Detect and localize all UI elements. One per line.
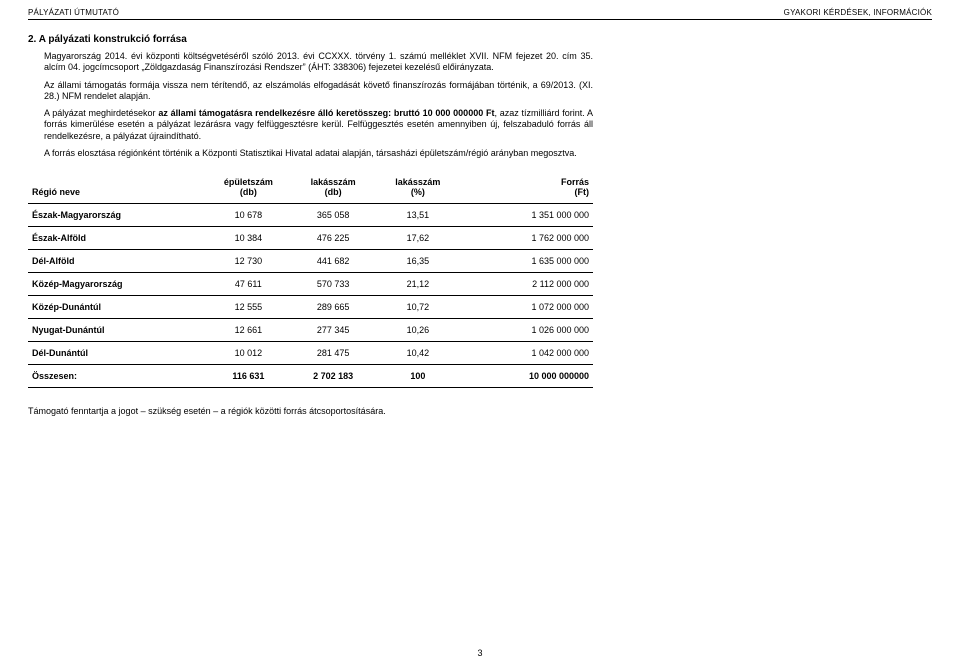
cell-lakas: 281 475	[288, 342, 378, 365]
th-forras: Forrás (Ft)	[457, 171, 593, 204]
cell-lakas: 476 225	[288, 227, 378, 250]
cell-epulet: 10 012	[209, 342, 288, 365]
th-pct-l2: (%)	[411, 187, 425, 197]
table-total-row: Összesen: 116 631 2 702 183 100 10 000 0…	[28, 365, 593, 388]
cell-forras: 2 112 000 000	[457, 273, 593, 296]
paragraph-3-wrap: A pályázat meghirdetésekor az állami tám…	[28, 108, 593, 142]
cell-forras-total: 10 000 000000	[457, 365, 593, 388]
cell-forras: 1 762 000 000	[457, 227, 593, 250]
right-column	[633, 30, 932, 416]
cell-pct: 16,35	[378, 250, 457, 273]
th-epulet: épületszám (db)	[209, 171, 288, 204]
table-row: Nyugat-Dunántúl 12 661 277 345 10,26 1 0…	[28, 319, 593, 342]
cell-epulet: 47 611	[209, 273, 288, 296]
cell-pct: 10,26	[378, 319, 457, 342]
cell-region: Dél-Alföld	[28, 250, 209, 273]
cell-pct: 10,42	[378, 342, 457, 365]
cell-forras: 1 042 000 000	[457, 342, 593, 365]
th-forras-l1: Forrás	[561, 177, 589, 187]
header-left: PÁLYÁZATI ÚTMUTATÓ	[28, 8, 119, 17]
th-lakas-l1: lakásszám	[311, 177, 356, 187]
table-row: Közép-Magyarország 47 611 570 733 21,12 …	[28, 273, 593, 296]
table-header-row: Régió neve épületszám (db) lakásszám (db…	[28, 171, 593, 204]
paragraph-1-text: Magyarország 2014. évi központi költségv…	[28, 51, 593, 74]
th-lakas-l2: (db)	[325, 187, 342, 197]
cell-pct-total: 100	[378, 365, 457, 388]
content-columns: 2. A pályázati konstrukció forrása Magya…	[28, 30, 932, 416]
paragraph-3: A pályázat meghirdetésekor az állami tám…	[28, 108, 593, 142]
cell-lakas: 441 682	[288, 250, 378, 273]
cell-epulet: 10 384	[209, 227, 288, 250]
th-region: Régió neve	[28, 171, 209, 204]
th-forras-l2: (Ft)	[575, 187, 590, 197]
table-row: Észak-Alföld 10 384 476 225 17,62 1 762 …	[28, 227, 593, 250]
cell-region-total: Összesen:	[28, 365, 209, 388]
cell-epulet: 12 661	[209, 319, 288, 342]
cell-epulet: 12 730	[209, 250, 288, 273]
header-rule	[28, 19, 932, 20]
footnote: Támogató fenntartja a jogot – szükség es…	[28, 406, 593, 416]
cell-lakas: 365 058	[288, 204, 378, 227]
left-column: 2. A pályázati konstrukció forrása Magya…	[28, 30, 593, 416]
cell-forras: 1 635 000 000	[457, 250, 593, 273]
cell-region: Észak-Magyarország	[28, 204, 209, 227]
cell-pct: 13,51	[378, 204, 457, 227]
th-pct-l1: lakásszám	[395, 177, 440, 187]
cell-lakas: 289 665	[288, 296, 378, 319]
table-body: Észak-Magyarország 10 678 365 058 13,51 …	[28, 204, 593, 388]
cell-lakas: 277 345	[288, 319, 378, 342]
cell-forras: 1 072 000 000	[457, 296, 593, 319]
paragraph-4-text: A forrás elosztása régiónként történik a…	[28, 148, 593, 159]
paragraph-2: Az állami támogatás formája vissza nem t…	[28, 80, 593, 103]
cell-region: Észak-Alföld	[28, 227, 209, 250]
cell-region: Dél-Dunántúl	[28, 342, 209, 365]
table-head: Régió neve épületszám (db) lakásszám (db…	[28, 171, 593, 204]
table-row: Dél-Alföld 12 730 441 682 16,35 1 635 00…	[28, 250, 593, 273]
page-header: PÁLYÁZATI ÚTMUTATÓ GYAKORI KÉRDÉSEK, INF…	[28, 8, 932, 17]
cell-pct: 21,12	[378, 273, 457, 296]
paragraph-3-pre: A pályázat meghirdetésekor	[44, 108, 158, 118]
cell-forras: 1 351 000 000	[457, 204, 593, 227]
region-table: Régió neve épületszám (db) lakásszám (db…	[28, 171, 593, 388]
cell-epulet: 10 678	[209, 204, 288, 227]
cell-lakas-total: 2 702 183	[288, 365, 378, 388]
cell-region: Közép-Magyarország	[28, 273, 209, 296]
cell-pct: 17,62	[378, 227, 457, 250]
th-epulet-l1: épületszám	[224, 177, 273, 187]
cell-epulet: 12 555	[209, 296, 288, 319]
cell-lakas: 570 733	[288, 273, 378, 296]
cell-forras: 1 026 000 000	[457, 319, 593, 342]
paragraph-2-text: Az állami támogatás formája vissza nem t…	[28, 80, 593, 103]
cell-pct: 10,72	[378, 296, 457, 319]
cell-epulet-total: 116 631	[209, 365, 288, 388]
th-pct: lakásszám (%)	[378, 171, 457, 204]
table-row: Észak-Magyarország 10 678 365 058 13,51 …	[28, 204, 593, 227]
paragraph-3-bold: az állami támogatásra rendelkezésre álló…	[158, 108, 494, 118]
cell-region: Közép-Dunántúl	[28, 296, 209, 319]
table-row: Közép-Dunántúl 12 555 289 665 10,72 1 07…	[28, 296, 593, 319]
header-right: GYAKORI KÉRDÉSEK, INFORMÁCIÓK	[784, 8, 932, 17]
cell-region: Nyugat-Dunántúl	[28, 319, 209, 342]
page: PÁLYÁZATI ÚTMUTATÓ GYAKORI KÉRDÉSEK, INF…	[0, 0, 960, 664]
table-row: Dél-Dunántúl 10 012 281 475 10,42 1 042 …	[28, 342, 593, 365]
th-epulet-l2: (db)	[240, 187, 257, 197]
page-number: 3	[0, 648, 960, 658]
paragraph-4: A forrás elosztása régiónként történik a…	[28, 148, 593, 159]
section-title: 2. A pályázati konstrukció forrása	[28, 34, 593, 45]
paragraph-1: Magyarország 2014. évi központi költségv…	[28, 51, 593, 74]
th-lakas: lakásszám (db)	[288, 171, 378, 204]
